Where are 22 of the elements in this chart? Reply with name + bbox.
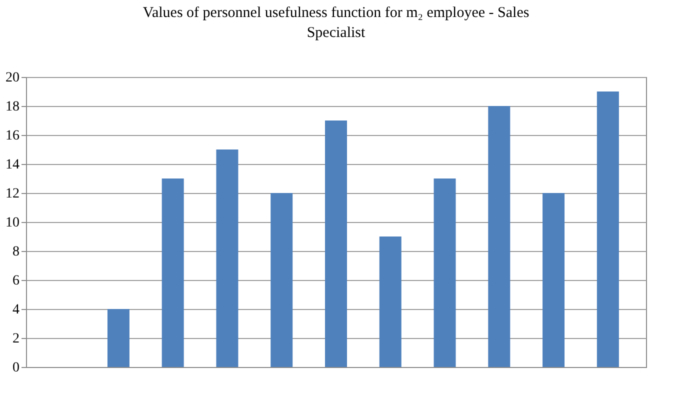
bar xyxy=(379,236,402,367)
y-tick-label: 6 xyxy=(12,274,20,288)
bar xyxy=(107,309,130,367)
bar xyxy=(596,92,619,367)
y-tick-label: 10 xyxy=(6,216,20,230)
y-tick-label: 0 xyxy=(12,360,20,376)
y-tick-label: 14 xyxy=(6,158,20,172)
bar xyxy=(270,193,293,367)
bar xyxy=(542,193,565,367)
bar xyxy=(434,178,456,367)
y-tick-label: 2 xyxy=(12,332,20,346)
y-tick-label: 4 xyxy=(12,302,20,318)
chart-title: Values of personnel usefulness function for m₂ employee - Sales Specialist xyxy=(142,5,530,41)
bar xyxy=(216,150,238,367)
bar xyxy=(325,120,347,367)
bar xyxy=(162,178,184,367)
y-tick-label: 16 xyxy=(6,128,20,144)
bar xyxy=(488,106,510,367)
y-tick-label: 20 xyxy=(6,70,20,86)
y-tick-label: 18 xyxy=(6,100,20,114)
y-tick-label: 8 xyxy=(12,244,20,260)
y-tick-label: 12 xyxy=(6,186,20,202)
